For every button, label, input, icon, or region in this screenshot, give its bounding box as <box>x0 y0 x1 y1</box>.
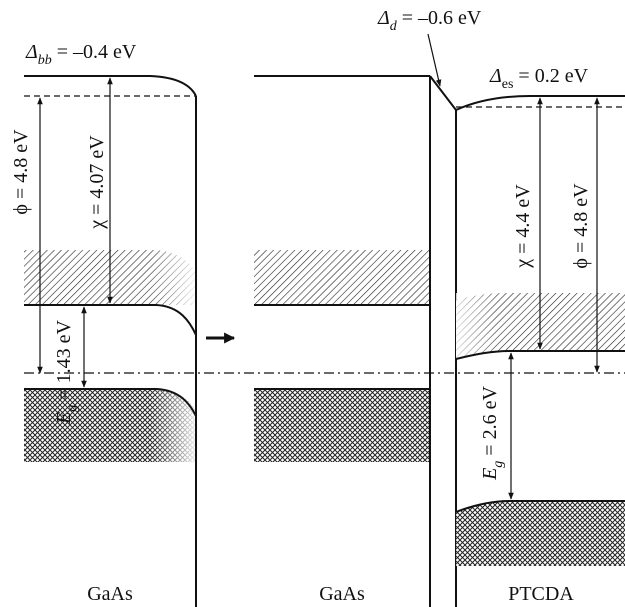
ptcda-lumo-edge <box>455 350 625 360</box>
gaas-left-panel: Δbb = –0.4 eV ϕ = 4.8 eV χ = 4.07 eV Eg … <box>10 41 197 607</box>
gaas-eg-label: Eg = 1.43 eV <box>53 320 80 425</box>
gaas-mid-bottom-label: GaAs <box>319 583 365 605</box>
ptcda-eg-label: Eg = 2.6 eV <box>479 386 506 481</box>
gaas-left-bottom-label: GaAs <box>87 583 133 605</box>
ptcda-conduction-fade <box>456 293 496 358</box>
ptcda-phi-label: ϕ = 4.8 eV <box>570 183 592 269</box>
ptcda-chi-label: χ = 4.4 eV <box>512 184 534 269</box>
ptcda-valence-band-crosshatch <box>456 501 625 566</box>
gaas-chi-label: χ = 4.07 eV <box>86 135 108 230</box>
gaas-left-vacuum-level <box>24 75 197 97</box>
delta-es-label: Δes = 0.2 eV <box>489 65 589 92</box>
gaas-left-conduction-band-edge <box>24 304 197 336</box>
gaas-phi-label: ϕ = 4.8 eV <box>10 129 32 215</box>
gaas-mid-conduction-band-hatch <box>254 250 430 305</box>
delta-bb-label: Δbb = –0.4 eV <box>25 41 137 68</box>
gaas-mid-valence-band-crosshatch <box>254 390 430 462</box>
gaas-left-conduction-fade <box>150 250 196 305</box>
interface-dipole-slope <box>429 75 457 111</box>
ptcda-bottom-label: PTCDA <box>508 583 574 605</box>
ptcda-homo-edge <box>455 500 625 513</box>
gaas-left-valence-fade <box>150 390 196 462</box>
gaas-left-valence-band-edge <box>24 388 197 417</box>
gaas-ptcda-panel: Δd = –0.6 eV Δes = 0.2 eV χ = 4.4 eV ϕ =… <box>254 7 625 607</box>
delta-d-pointer-arrow <box>427 33 442 87</box>
delta-d-label: Δd = –0.6 eV <box>377 7 482 34</box>
ptcda-vacuum-level <box>455 95 625 111</box>
